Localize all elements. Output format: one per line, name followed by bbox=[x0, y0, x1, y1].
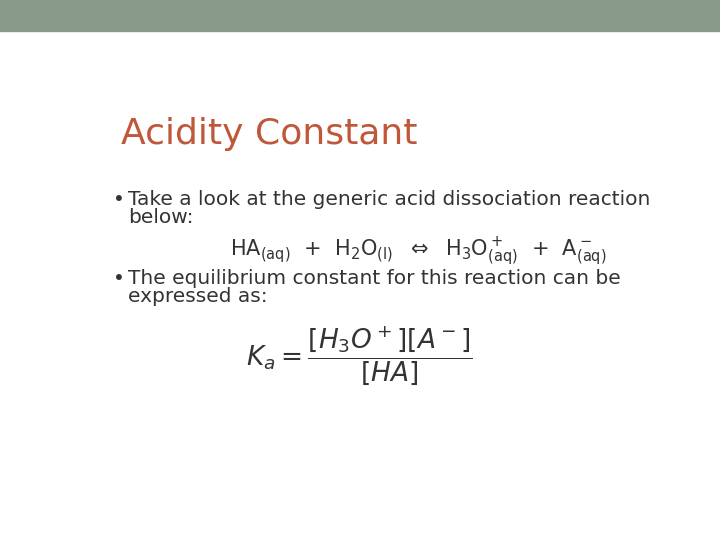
Text: expressed as:: expressed as: bbox=[128, 287, 268, 306]
Text: •: • bbox=[114, 268, 125, 287]
Text: Take a look at the generic acid dissociation reaction: Take a look at the generic acid dissocia… bbox=[128, 190, 650, 208]
Text: The equilibrium constant for this reaction can be: The equilibrium constant for this reacti… bbox=[128, 268, 621, 287]
Text: $K_a = \dfrac{[H_3O^+][A^-]}{[HA]}$: $K_a = \dfrac{[H_3O^+][A^-]}{[HA]}$ bbox=[246, 325, 473, 387]
Text: $\mathsf{HA_{(aq)}}$  $\mathsf{+}$  $\mathsf{H_2O_{(l)}}$  $\Leftrightarrow$  $\: $\mathsf{HA_{(aq)}}$ $\mathsf{+}$ $\math… bbox=[230, 235, 606, 268]
Text: •: • bbox=[114, 190, 125, 208]
Text: below:: below: bbox=[128, 208, 194, 227]
Text: Acidity Constant: Acidity Constant bbox=[121, 117, 417, 151]
